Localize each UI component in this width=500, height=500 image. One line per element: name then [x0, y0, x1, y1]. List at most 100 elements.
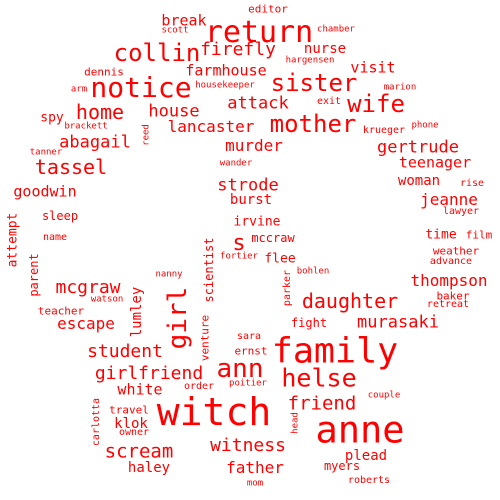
word-attempt: attempt	[5, 212, 21, 268]
word-head: head	[290, 412, 301, 434]
word-firefly: firefly	[200, 39, 276, 60]
word-tassel: tassel	[34, 155, 108, 179]
word-visit: visit	[350, 58, 396, 77]
word-hargensen: hargensen	[285, 55, 335, 66]
word-collin: collin	[113, 39, 201, 67]
word-lancaster: lancaster	[167, 117, 255, 136]
word-goodwin: goodwin	[13, 182, 77, 201]
word-return: return	[204, 15, 314, 50]
word-gertrude: gertrude	[377, 137, 459, 158]
word-dennis: dennis	[84, 65, 124, 79]
word-arm: arm	[70, 84, 88, 95]
word-escape: escape	[57, 314, 115, 333]
word-exit: exit	[316, 96, 342, 107]
word-white: white	[117, 380, 163, 399]
word-brackett: brackett	[64, 121, 108, 132]
word-witness: witness	[210, 435, 286, 456]
word-teenager: teenager	[398, 153, 472, 172]
word-sister: sister	[270, 69, 358, 97]
word-ann: ann	[216, 354, 264, 384]
word-irvine: irvine	[233, 214, 281, 230]
word-watson: watson	[90, 294, 124, 305]
word-farmhouse: farmhouse	[185, 61, 267, 80]
word-advance: advance	[429, 256, 473, 267]
word-haley: haley	[127, 460, 171, 476]
word-parker: parker	[282, 269, 293, 307]
word-poitier: poitier	[229, 378, 267, 389]
word-marion: marion	[383, 82, 417, 93]
word-mother: mother	[269, 110, 357, 138]
word-student: student	[87, 341, 163, 362]
word-scream: scream	[104, 440, 174, 463]
word-sleep: sleep	[41, 209, 79, 223]
word-helse: helse	[281, 363, 357, 393]
word-fortier: fortier	[220, 251, 258, 262]
word-reed: reed	[141, 124, 152, 146]
word-krueger: krueger	[362, 125, 406, 136]
word-editor: editor	[248, 2, 288, 16]
word-s: s	[232, 231, 246, 256]
word-retreat: retreat	[426, 299, 470, 310]
word-phone: phone	[411, 120, 439, 131]
word-roberts: roberts	[347, 475, 391, 486]
word-strode: strode	[217, 175, 279, 196]
word-murder: murder	[225, 136, 283, 155]
word-housekeeper: housekeeper	[195, 80, 255, 91]
word-klok: klok	[114, 416, 148, 432]
word-scott: scott	[161, 25, 189, 36]
word-bohlen: bohlen	[296, 266, 330, 277]
word-mcgraw: mcgraw	[55, 277, 121, 298]
word-lumley: lumley	[129, 286, 145, 338]
word-friend: friend	[287, 392, 357, 415]
word-mccraw: mccraw	[251, 231, 295, 245]
word-tanner: tanner	[29, 147, 63, 158]
word-woman: woman	[397, 173, 441, 189]
word-break: break	[161, 11, 207, 30]
word-family: family	[271, 331, 399, 372]
word-travel: travel	[109, 403, 149, 417]
word-wander: wander	[219, 158, 253, 169]
word-couple: couple	[367, 390, 401, 401]
word-attack: attack	[227, 93, 289, 114]
word-myers: myers	[323, 459, 361, 473]
word-girl: girl	[163, 286, 193, 350]
word-rise: rise	[459, 178, 485, 189]
word-chamber: chamber	[317, 24, 355, 35]
word-owner: owner	[118, 427, 150, 438]
word-witch: witch	[156, 390, 272, 434]
word-father: father	[226, 458, 284, 477]
word-notice: notice	[90, 71, 192, 104]
word-anne: anne	[315, 408, 405, 452]
word-plead: plead	[344, 448, 388, 464]
word-wife: wife	[347, 90, 405, 118]
word-house: house	[148, 101, 200, 122]
word-flee: flee	[264, 251, 296, 267]
word-murasaki: murasaki	[357, 312, 439, 333]
word-nurse: nurse	[303, 41, 347, 57]
word-abagail: abagail	[59, 132, 131, 153]
word-baker: baker	[436, 289, 470, 303]
word-carlotta: carlotta	[91, 397, 102, 447]
word-girlfriend: girlfriend	[94, 363, 204, 384]
word-burst: burst	[229, 192, 273, 208]
word-home: home	[75, 100, 125, 124]
word-name: name	[42, 232, 68, 243]
word-nanny: nanny	[155, 269, 183, 280]
word-teacher: teacher	[37, 304, 85, 318]
word-fight: fight	[290, 316, 328, 330]
word-film: film	[465, 228, 493, 242]
word-sara: sara	[236, 331, 262, 342]
word-parent: parent	[27, 253, 41, 297]
word-time: time	[425, 227, 457, 243]
word-thompson: thompson	[410, 271, 488, 290]
word-weather: weather	[432, 244, 480, 258]
word-jeanne: jeanne	[420, 190, 478, 209]
word-spy: spy	[40, 110, 64, 126]
word-ernst: ernst	[234, 344, 268, 358]
word-lawyer: lawyer	[442, 206, 480, 217]
word-scientist: scientist	[202, 237, 216, 303]
word-mom: mom	[246, 478, 264, 489]
word-order: order	[183, 381, 215, 392]
word-venture: venture	[198, 314, 212, 362]
